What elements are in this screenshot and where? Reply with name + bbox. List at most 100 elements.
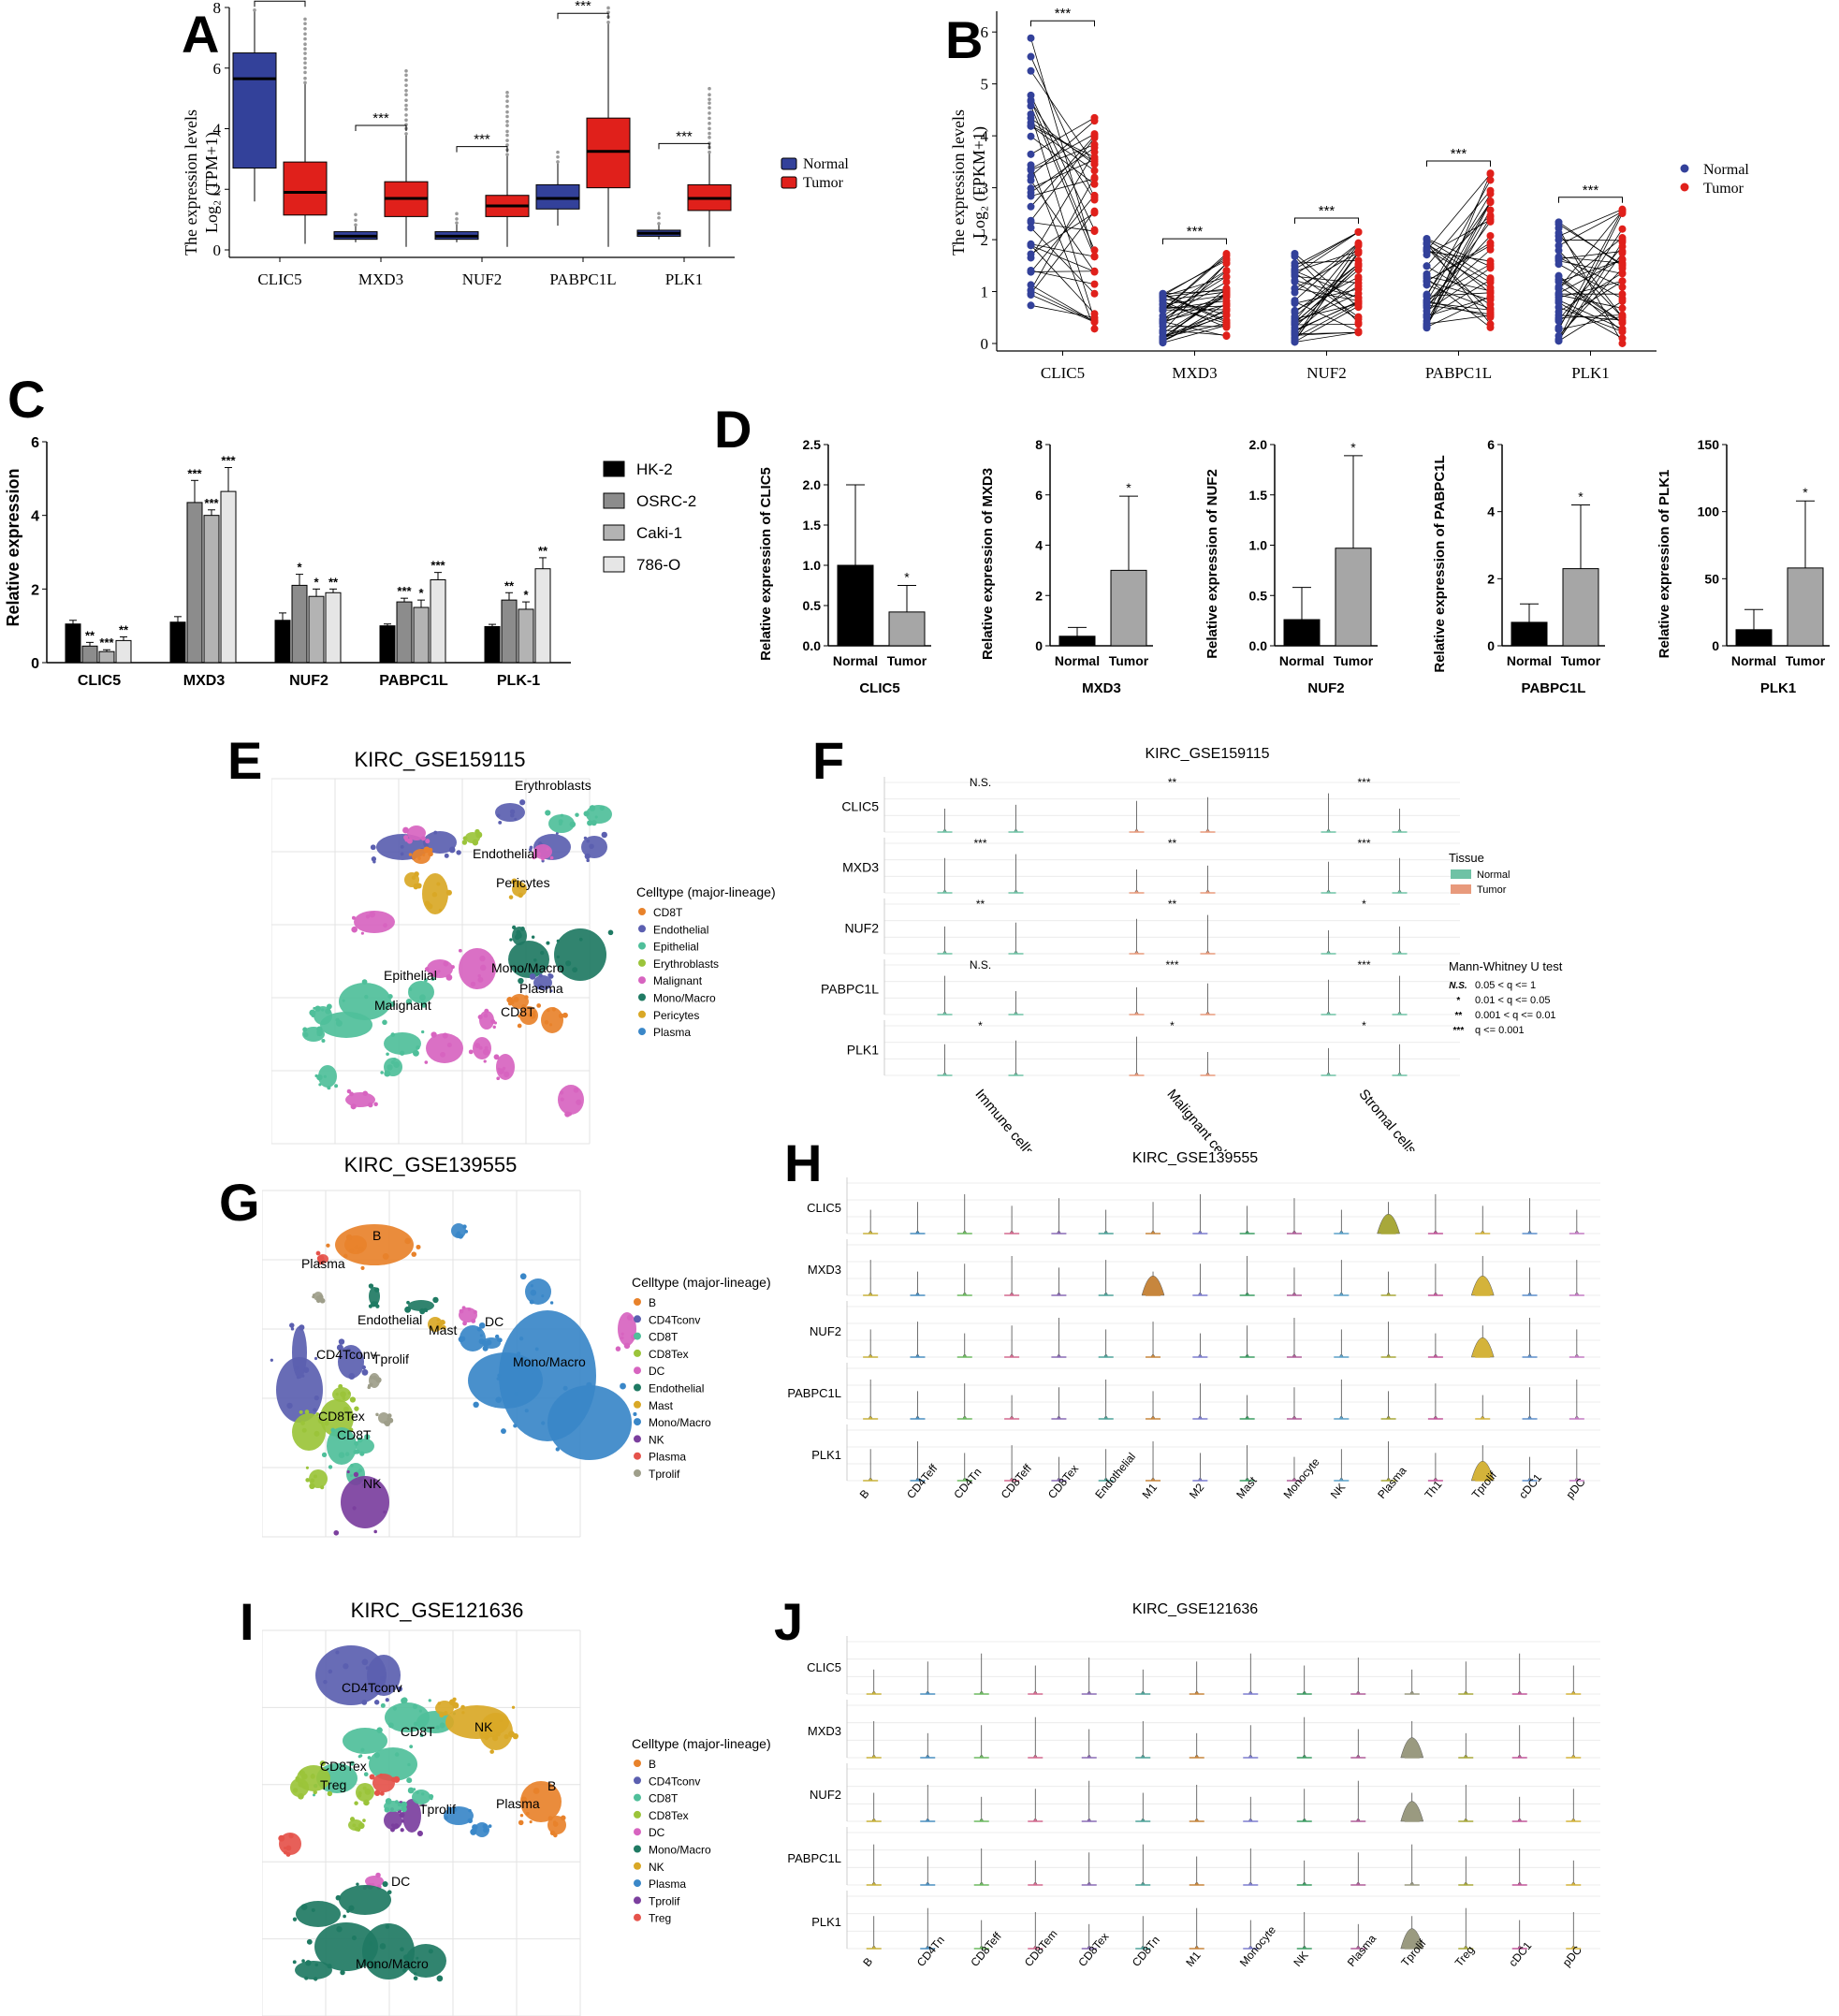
i-cell bbox=[401, 1697, 408, 1703]
b-pair-line bbox=[1426, 250, 1491, 262]
b-point-tumor bbox=[1618, 339, 1627, 347]
b-point-tumor bbox=[1222, 307, 1231, 315]
b-point-normal bbox=[1027, 34, 1035, 42]
e-cell bbox=[591, 820, 597, 826]
b-pair-line bbox=[1030, 244, 1095, 314]
g-legend-swatch bbox=[634, 1435, 641, 1443]
i-cell bbox=[379, 1790, 385, 1796]
a-outlier bbox=[303, 66, 307, 70]
g-legend-swatch bbox=[634, 1332, 641, 1340]
b-pair-line bbox=[1558, 211, 1623, 289]
b-point-tumor bbox=[1486, 190, 1495, 198]
b-pair-line bbox=[1030, 180, 1095, 272]
b-point-tumor bbox=[1222, 256, 1231, 265]
j-violin bbox=[1400, 1928, 1424, 1950]
e-cell bbox=[384, 1070, 391, 1077]
e-cell bbox=[546, 847, 549, 851]
a-outlier bbox=[708, 97, 711, 101]
b-pair-line bbox=[1030, 113, 1095, 321]
e-cell bbox=[389, 1001, 396, 1007]
a-outlier bbox=[303, 47, 307, 51]
i-cell bbox=[313, 1977, 318, 1981]
i-cluster-1 bbox=[315, 1645, 387, 1705]
b-pair-line bbox=[1426, 263, 1491, 301]
e-cell bbox=[424, 1060, 429, 1064]
g-cluster-7 bbox=[525, 1278, 551, 1305]
a-outlier bbox=[455, 217, 459, 221]
j-group-label: cDC1 bbox=[1506, 1939, 1534, 1969]
e-cell bbox=[483, 1013, 489, 1018]
h-group-label: Monocyte bbox=[1281, 1455, 1322, 1501]
a-outlier bbox=[708, 131, 711, 136]
i-cluster-5 bbox=[314, 1922, 378, 1971]
a-outlier bbox=[404, 68, 408, 73]
d-ytick-label: 0 bbox=[1035, 638, 1043, 653]
b-point-tumor bbox=[1090, 289, 1099, 298]
e-cell bbox=[548, 1023, 553, 1027]
e-cell bbox=[387, 1064, 393, 1071]
e-cell bbox=[380, 1071, 384, 1074]
b-pair-line bbox=[1294, 263, 1359, 314]
g-cell bbox=[340, 1391, 346, 1398]
i-cell bbox=[547, 1816, 553, 1821]
j-gene-label: PLK1 bbox=[811, 1915, 841, 1929]
b-point-tumor bbox=[1618, 283, 1627, 291]
g-cell bbox=[368, 1283, 374, 1289]
b-xtick-label: CLIC5 bbox=[1041, 364, 1085, 382]
e-cell bbox=[393, 1058, 397, 1061]
b-pair-line bbox=[1558, 256, 1623, 288]
g-title: KIRC_GSE139555 bbox=[344, 1153, 518, 1176]
b-pair-line bbox=[1426, 281, 1491, 300]
c-xtick-label: PLK-1 bbox=[497, 673, 540, 689]
h-group-label: CD8Teff bbox=[999, 1461, 1035, 1501]
b-point-tumor bbox=[1354, 240, 1363, 248]
j-group-label: NK bbox=[1291, 1949, 1310, 1969]
e-cell bbox=[456, 850, 461, 855]
b-pair-line bbox=[1426, 210, 1491, 322]
g-cell bbox=[314, 1395, 319, 1401]
b-pair-line bbox=[1294, 323, 1359, 326]
b-point-normal bbox=[1159, 312, 1167, 320]
e-cell bbox=[390, 1032, 396, 1037]
c-legend-label: 786-O bbox=[636, 556, 680, 574]
panel-label-j: J bbox=[774, 1592, 804, 1651]
e-cell bbox=[386, 1052, 389, 1057]
d-ylabel: Relative expression of CLIC5 bbox=[758, 467, 774, 661]
e-cell bbox=[576, 1099, 582, 1105]
b-pair-line bbox=[1030, 244, 1095, 272]
d-star: * bbox=[1126, 480, 1131, 495]
i-cell bbox=[284, 1847, 287, 1850]
e-cell bbox=[371, 856, 377, 862]
i-legend-label: CD8Tex bbox=[649, 1809, 689, 1822]
d-xtick-label: Tumor bbox=[1334, 653, 1374, 668]
e-cell bbox=[514, 817, 518, 821]
f-sig-label: *** bbox=[1357, 958, 1370, 971]
d-ytick-label: 1.0 bbox=[803, 558, 822, 573]
a-sig-bracket bbox=[557, 12, 609, 20]
e-cell bbox=[560, 1097, 564, 1102]
e-cell bbox=[425, 839, 431, 844]
g-cell bbox=[316, 1255, 323, 1262]
panel-label-h: H bbox=[784, 1133, 823, 1192]
panel-label-f: F bbox=[812, 731, 845, 790]
c-star: * bbox=[314, 575, 319, 589]
b-point-tumor bbox=[1090, 209, 1099, 217]
panel-label-c: C bbox=[7, 370, 46, 429]
a-sig-bracket bbox=[355, 124, 407, 131]
e-cell bbox=[424, 900, 431, 907]
i-cell bbox=[278, 1834, 285, 1842]
c-legend-swatch bbox=[603, 556, 625, 573]
panel-e-umap: KIRC_GSE159115 Erythroblasts Endothelial P… bbox=[271, 748, 776, 1145]
b-pair-line bbox=[1426, 242, 1491, 294]
g-cell bbox=[471, 1318, 476, 1323]
b-pair-line bbox=[1558, 314, 1623, 321]
b-pair-line bbox=[1426, 190, 1491, 267]
c-bar-osrc-2 bbox=[291, 584, 308, 664]
a-sig-bracket bbox=[456, 146, 508, 153]
d-ytick-label: 6 bbox=[1035, 488, 1043, 503]
i-cell bbox=[511, 1705, 516, 1709]
g-cell bbox=[338, 1452, 345, 1458]
g-cell bbox=[375, 1304, 380, 1308]
i-cell bbox=[552, 1821, 559, 1827]
d-ylabel: Relative expression of PABPC1L bbox=[1432, 455, 1448, 672]
